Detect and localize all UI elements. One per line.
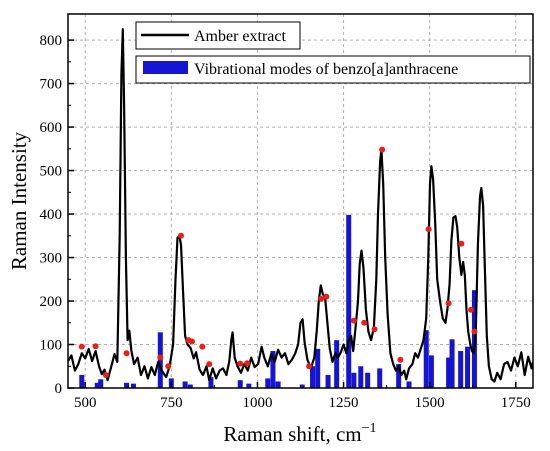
vibrational-mode-bar	[449, 339, 455, 388]
x-tick-label: 1000	[242, 395, 272, 411]
vibrational-mode-bar	[428, 355, 434, 388]
vibrational-mode-bar	[310, 366, 316, 388]
y-tick-label: 500	[40, 164, 63, 180]
peak-marker	[306, 363, 313, 370]
x-tick-label: 500	[74, 395, 97, 411]
peak-marker	[350, 317, 357, 324]
vibrational-mode-bar	[358, 366, 364, 388]
x-tick-label: 1750	[501, 395, 531, 411]
vibrational-mode-bar	[423, 330, 429, 388]
vibrational-mode-bar	[446, 357, 452, 388]
vibrational-mode-bar	[351, 372, 357, 388]
peak-marker	[92, 343, 99, 350]
vibrational-mode-bar	[346, 214, 352, 388]
y-tick-label: 100	[40, 338, 63, 354]
peak-marker	[177, 232, 184, 239]
peak-marker	[165, 363, 172, 370]
legend-entry-line: Amber extract	[194, 28, 287, 45]
y-tick-label: 300	[40, 251, 63, 267]
vibrational-mode-bar	[124, 382, 130, 388]
peak-marker	[237, 360, 244, 367]
peak-marker	[318, 295, 325, 302]
y-axis-label: Raman Intensity	[7, 131, 31, 270]
peak-marker	[199, 343, 206, 350]
peak-marker	[371, 326, 378, 333]
x-tick-label: 750	[160, 395, 183, 411]
peak-marker	[471, 328, 478, 335]
vibrational-mode-bar	[98, 379, 104, 388]
legend-entry-bars: Vibrational modes of benzo[a]anthracene	[194, 61, 458, 78]
vibrational-mode-bar	[94, 382, 100, 388]
vibrational-mode-bar	[246, 383, 252, 388]
vibrational-mode-bar	[334, 340, 340, 388]
vibrational-mode-bar	[406, 381, 412, 388]
vibrational-mode-bar	[465, 346, 471, 388]
peak-marker	[468, 306, 474, 313]
axis-ticks: 500 750 1000 1250 1500 1750 0 100 200 300 400 500 60…	[40, 33, 531, 411]
peak-markers	[78, 146, 478, 378]
peak-marker	[78, 343, 85, 350]
x-axis-label: Raman shift, cm−1	[223, 421, 376, 446]
vibrational-mode-bar	[187, 384, 193, 388]
vibrational-mode-bar	[396, 364, 402, 388]
vibrational-mode-bar	[458, 351, 464, 388]
vibrational-mode-bar	[377, 368, 383, 388]
peak-marker	[206, 361, 213, 368]
peak-marker	[397, 356, 404, 363]
vibrational-mode-bar	[208, 377, 214, 388]
vibrational-mode-bar	[365, 372, 371, 388]
legend-bar-swatch	[143, 61, 188, 74]
vibrational-mode-bar	[182, 381, 188, 388]
vibrational-mode-bar	[325, 374, 331, 388]
peak-marker	[445, 300, 452, 307]
y-tick-label: 200	[40, 294, 63, 310]
peak-marker	[361, 319, 368, 326]
y-tick-label: 600	[40, 120, 63, 136]
peak-marker	[379, 146, 386, 153]
peak-marker	[458, 240, 465, 247]
y-tick-label: 0	[55, 381, 63, 397]
vibrational-mode-bar	[275, 381, 281, 388]
vibrational-mode-bar	[315, 348, 321, 388]
peak-marker	[244, 360, 251, 367]
peak-marker	[157, 354, 164, 361]
vibrational-mode-bar	[265, 378, 271, 388]
x-tick-label: 1500	[415, 395, 445, 411]
vibrational-mode-bar	[237, 380, 243, 388]
legend-box-bars	[135, 55, 531, 84]
vibrational-mode-bar	[79, 374, 85, 388]
peak-marker	[189, 338, 195, 345]
legend: Amber extract Vibrational modes of benzo…	[135, 21, 531, 84]
y-tick-label: 800	[40, 33, 63, 49]
peak-marker	[425, 226, 432, 233]
vibrational-mode-bar	[299, 384, 305, 388]
peak-marker	[102, 371, 109, 378]
vibrational-mode-bar	[270, 351, 276, 388]
peak-marker	[123, 350, 130, 357]
peak-marker	[323, 293, 330, 300]
vibrational-mode-bar	[130, 383, 136, 388]
y-tick-label: 400	[40, 207, 63, 223]
x-tick-label: 1250	[329, 395, 359, 411]
y-tick-label: 700	[40, 77, 63, 93]
